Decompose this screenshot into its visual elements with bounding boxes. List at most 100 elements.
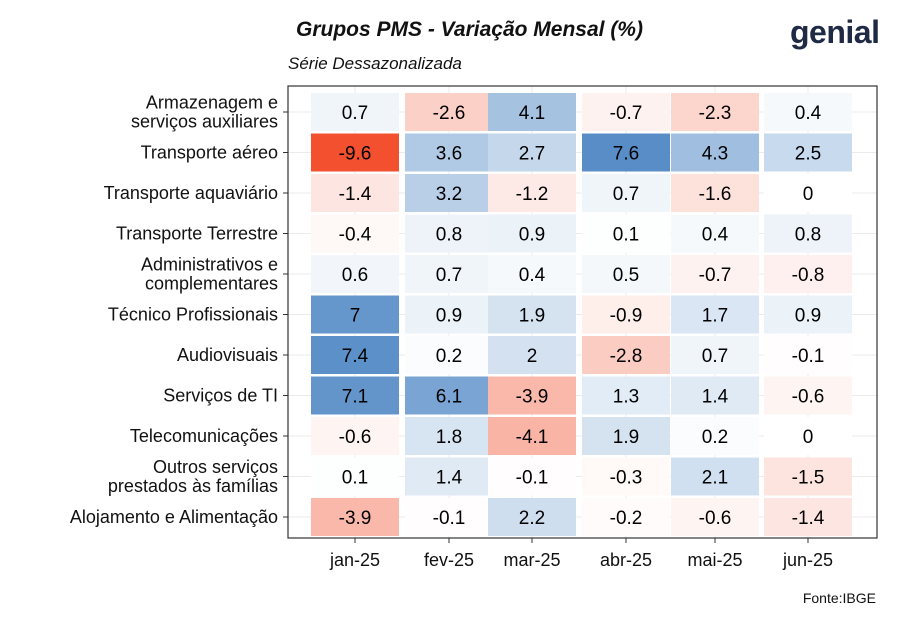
- cell-label: 0.7: [702, 346, 728, 367]
- cell-label: -0.1: [433, 508, 466, 529]
- y-tick-label: Outros serviços prestados às famílias: [108, 457, 278, 496]
- x-tick-label: abr-25: [600, 550, 652, 570]
- cell-label: 0.2: [436, 346, 462, 367]
- cell-label: 0.7: [342, 103, 368, 124]
- cell-label: 1.8: [436, 427, 462, 448]
- heatmap-cell: [582, 498, 670, 536]
- cell-label: -0.1: [516, 468, 549, 489]
- heatmap-cell: [582, 376, 670, 415]
- heatmap-cell: [671, 457, 759, 496]
- heatmap-cell: [311, 174, 399, 212]
- heatmap-cell: [764, 498, 852, 536]
- y-tick-label: Transporte Terrestre: [116, 224, 278, 244]
- heatmap-cell: [405, 93, 493, 131]
- cell-label: 0.8: [436, 225, 462, 246]
- cell-label: -0.3: [610, 468, 643, 489]
- y-tick-label: Técnico Profissionais: [108, 305, 278, 325]
- heatmap-cell: [582, 133, 670, 172]
- cell-label: -3.9: [516, 387, 549, 408]
- cell-label: -0.6: [792, 387, 825, 408]
- cell-label: 0.4: [795, 103, 822, 124]
- cell-label: 0.4: [519, 265, 546, 286]
- heatmap-cell: [764, 376, 852, 415]
- y-tick-label: Transporte aéreo: [141, 143, 278, 163]
- heatmap-cell: [764, 336, 852, 374]
- heatmap-cell: [311, 457, 399, 496]
- heatmap-cell: [764, 133, 852, 172]
- x-tick-label: mai-25: [687, 550, 742, 570]
- cell-label: 6.1: [436, 387, 462, 408]
- y-tick-label: Audiovisuais: [177, 345, 278, 365]
- heatmap-cell: [488, 133, 576, 172]
- heatmap-cell: [671, 336, 759, 374]
- heatmap-cell: [311, 93, 399, 131]
- cell-label: 0.7: [436, 265, 462, 286]
- heatmap-cell: [582, 336, 670, 374]
- cell-label: 0.9: [519, 225, 545, 246]
- heatmap-cell: [488, 255, 576, 293]
- heatmap-cell: [671, 255, 759, 293]
- x-tick-label: fev-25: [424, 550, 474, 570]
- heatmap-cell: [582, 174, 670, 212]
- cell-label: -0.8: [792, 265, 825, 286]
- cell-label: 1.4: [436, 468, 463, 489]
- heatmap-cell: [405, 498, 493, 536]
- y-tick-label: Armazenagem e serviços auxiliares: [131, 93, 278, 132]
- cell-label: 1.7: [702, 306, 728, 327]
- y-tick-label: Alojamento e Alimentação: [70, 507, 278, 527]
- cell-label: -4.1: [516, 427, 549, 448]
- heatmap-cell: [405, 214, 493, 253]
- chart-subtitle: Série Dessazonalizada: [288, 54, 462, 73]
- heatmap-cell: [582, 255, 670, 293]
- cell-label: -0.9: [610, 306, 643, 327]
- cell-label: 0.1: [342, 468, 368, 489]
- cell-label: -3.9: [339, 508, 372, 529]
- heatmap-cell: [671, 376, 759, 415]
- cell-label: 0.9: [795, 306, 821, 327]
- heatmap-cell: [488, 417, 576, 455]
- heatmap-cell: [405, 133, 493, 172]
- heatmap-cell: [488, 174, 576, 212]
- heatmap-cell: [671, 93, 759, 131]
- cell-label: 2: [527, 346, 538, 367]
- cell-label: 0: [803, 427, 814, 448]
- heatmap-cell: [405, 336, 493, 374]
- cell-label: 1.4: [702, 387, 729, 408]
- y-tick-label: Administrativos e complementares: [141, 255, 278, 294]
- heatmap-cell: [671, 295, 759, 334]
- heatmap-cell: [582, 417, 670, 455]
- heatmap-cell: [671, 214, 759, 253]
- y-tick-label: Transporte aquaviário: [104, 183, 278, 203]
- cell-label: -0.7: [699, 265, 732, 286]
- cell-label: 0.8: [795, 225, 821, 246]
- panel-border: [287, 85, 878, 539]
- heatmap-cell: [405, 376, 493, 415]
- cell-label: -0.2: [610, 508, 643, 529]
- heatmap-cell: [311, 214, 399, 253]
- cell-label: 7: [350, 306, 361, 327]
- heatmap-cell: [764, 295, 852, 334]
- source-note: Fonte:IBGE: [802, 590, 876, 606]
- x-tick-label: mar-25: [503, 550, 560, 570]
- heatmap-cell: [582, 295, 670, 334]
- cell-label: -0.4: [339, 225, 372, 246]
- brand-logo: genial: [790, 14, 880, 50]
- heatmap-cell: [488, 336, 576, 374]
- cell-label: 0: [803, 184, 814, 205]
- heatmap-cell: [311, 255, 399, 293]
- cell-label: 4.1: [519, 103, 545, 124]
- heatmap-cell: [488, 214, 576, 253]
- heatmap-cell: [488, 498, 576, 536]
- heatmap-cell: [488, 93, 576, 131]
- cell-label: -0.6: [699, 508, 732, 529]
- x-tick-label: jan-25: [329, 550, 380, 570]
- y-tick-label: Serviços de TI: [163, 386, 278, 406]
- heatmap-cell: [311, 133, 399, 172]
- heatmap-cell: [311, 336, 399, 374]
- cell-label: 2.2: [519, 508, 545, 529]
- cell-label: 1.9: [613, 427, 639, 448]
- y-tick-label: Telecomunicações: [130, 426, 278, 446]
- cell-label: 7.4: [342, 346, 369, 367]
- heatmap-cell: [671, 498, 759, 536]
- heatmap-cell: [405, 255, 493, 293]
